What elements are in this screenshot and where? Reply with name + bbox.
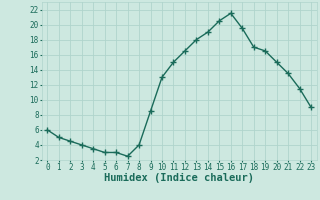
X-axis label: Humidex (Indice chaleur): Humidex (Indice chaleur): [104, 173, 254, 183]
